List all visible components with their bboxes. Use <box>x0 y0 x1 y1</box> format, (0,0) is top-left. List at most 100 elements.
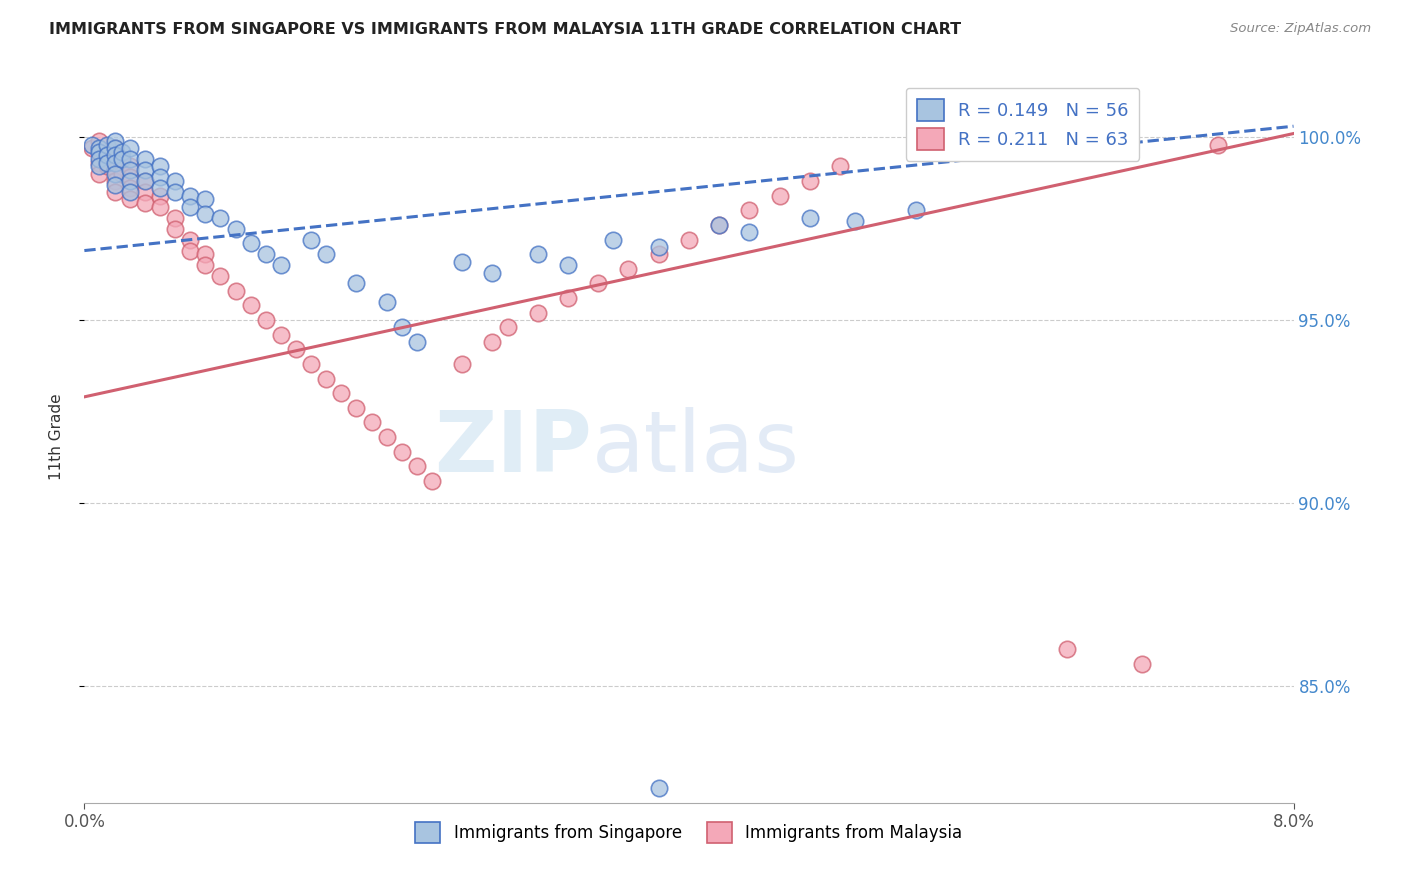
Point <box>134 185 156 199</box>
Point <box>89 145 111 159</box>
Point <box>406 459 429 474</box>
Point <box>111 152 134 166</box>
Point <box>391 444 413 458</box>
Point <box>149 160 172 174</box>
Point <box>709 218 731 232</box>
Text: atlas: atlas <box>592 407 800 490</box>
Point <box>904 145 927 159</box>
Point <box>89 167 111 181</box>
Point <box>104 163 127 178</box>
Text: Source: ZipAtlas.com: Source: ZipAtlas.com <box>1230 22 1371 36</box>
Point <box>111 155 134 169</box>
Point <box>104 141 127 155</box>
Point <box>315 247 337 261</box>
Point <box>89 141 111 155</box>
Point <box>481 334 503 349</box>
Point <box>209 211 232 225</box>
Point <box>134 174 156 188</box>
Text: IMMIGRANTS FROM SINGAPORE VS IMMIGRANTS FROM MALAYSIA 11TH GRADE CORRELATION CHA: IMMIGRANTS FROM SINGAPORE VS IMMIGRANTS … <box>49 22 962 37</box>
Point <box>165 211 187 225</box>
Point <box>104 141 127 155</box>
Point <box>111 145 134 159</box>
Point <box>118 141 141 155</box>
Point <box>209 269 232 284</box>
Point <box>96 160 118 174</box>
Point <box>270 327 292 342</box>
Point <box>588 277 610 291</box>
Point <box>1056 642 1078 657</box>
Point <box>830 160 852 174</box>
Point <box>315 371 337 385</box>
Point <box>118 185 141 199</box>
Point <box>709 218 731 232</box>
Point <box>179 200 201 214</box>
Point <box>527 247 550 261</box>
Point <box>118 193 141 207</box>
Point <box>89 152 111 166</box>
Text: ZIP: ZIP <box>434 407 592 490</box>
Point <box>134 196 156 211</box>
Point <box>134 174 156 188</box>
Point <box>375 430 398 444</box>
Point <box>391 320 413 334</box>
Point <box>481 266 503 280</box>
Point <box>738 225 761 239</box>
Point <box>104 174 127 188</box>
Point <box>239 236 262 251</box>
Point <box>239 298 262 312</box>
Point <box>602 233 624 247</box>
Point <box>406 334 429 349</box>
Point <box>330 386 353 401</box>
Point <box>104 152 127 166</box>
Point <box>648 781 671 796</box>
Point <box>104 178 127 192</box>
Point <box>89 160 111 174</box>
Point <box>738 203 761 218</box>
Point <box>104 148 127 162</box>
Point <box>118 152 141 166</box>
Point <box>194 258 217 272</box>
Point <box>844 214 866 228</box>
Point <box>225 221 247 235</box>
Point <box>254 247 277 261</box>
Point <box>194 193 217 207</box>
Point <box>165 174 187 188</box>
Point <box>346 277 368 291</box>
Point <box>527 306 550 320</box>
Point <box>104 134 127 148</box>
Point <box>904 203 927 218</box>
Point <box>96 148 118 162</box>
Point <box>194 247 217 261</box>
Point <box>557 291 579 305</box>
Point <box>118 163 141 178</box>
Point <box>420 474 443 488</box>
Point <box>89 134 111 148</box>
Y-axis label: 11th Grade: 11th Grade <box>49 393 63 481</box>
Point <box>254 313 277 327</box>
Point <box>270 258 292 272</box>
Point <box>149 181 172 195</box>
Point <box>149 170 172 185</box>
Legend: Immigrants from Singapore, Immigrants from Malaysia: Immigrants from Singapore, Immigrants fr… <box>409 815 969 849</box>
Point <box>80 141 103 155</box>
Point <box>179 233 201 247</box>
Point <box>980 137 1002 152</box>
Point <box>617 261 640 276</box>
Point <box>179 244 201 258</box>
Point <box>1132 657 1154 671</box>
Point <box>118 174 141 188</box>
Point <box>678 233 700 247</box>
Point <box>96 137 118 152</box>
Point <box>375 294 398 309</box>
Point <box>104 185 127 199</box>
Point <box>89 145 111 159</box>
Point <box>451 254 474 268</box>
Point <box>194 207 217 221</box>
Point <box>360 416 382 430</box>
Point <box>89 155 111 169</box>
Point <box>118 181 141 195</box>
Point <box>118 170 141 185</box>
Point <box>179 188 201 202</box>
Point <box>285 343 308 357</box>
Point <box>648 240 671 254</box>
